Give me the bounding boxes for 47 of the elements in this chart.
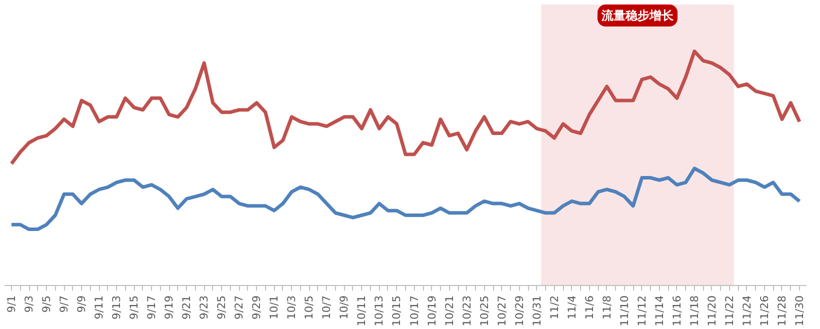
- x-tick-label: 11/10: [618, 295, 631, 326]
- x-tick-label: 10/3: [285, 295, 298, 320]
- x-tick-label: 10/19: [425, 295, 438, 326]
- x-tick-label: 11/20: [705, 295, 718, 326]
- x-tick-label: 11/28: [775, 295, 788, 326]
- x-tick-label: 10/27: [495, 295, 508, 326]
- band-label: 流量稳步增长: [600, 8, 675, 22]
- x-tick-label: 9/19: [162, 295, 176, 320]
- x-tick-label: 11/30: [792, 295, 806, 326]
- x-tick-label: 11/24: [740, 295, 754, 326]
- x-tick-label: 11/6: [582, 295, 596, 320]
- x-tick-label: 10/29: [512, 295, 526, 326]
- x-tick-label: 11/26: [758, 295, 771, 326]
- x-tick-label: 10/9: [338, 295, 351, 320]
- x-tick-label: 9/13: [110, 295, 124, 320]
- x-tick-label: 9/9: [75, 295, 88, 313]
- x-tick-label: 10/23: [460, 295, 474, 326]
- x-tick-label: 9/27: [232, 295, 246, 320]
- x-tick-label: 10/31: [530, 295, 544, 326]
- x-tick-label: 11/8: [600, 295, 614, 320]
- x-tick-label: 9/23: [198, 295, 211, 320]
- x-tick-label: 11/2: [548, 295, 561, 320]
- x-tick-label: 9/1: [5, 295, 18, 313]
- x-tick-label: 11/16: [670, 295, 684, 326]
- x-tick-label: 10/13: [372, 295, 386, 326]
- x-tick-label: 11/22: [722, 295, 736, 326]
- x-tick-label: 9/25: [215, 295, 228, 320]
- x-tick-label: 9/29: [250, 295, 264, 320]
- x-tick-label: 11/12: [635, 295, 648, 326]
- x-tick-label: 10/15: [390, 295, 404, 326]
- x-tick-label: 10/25: [478, 295, 491, 326]
- x-tick-label: 9/3: [22, 295, 36, 313]
- x-tick-label: 10/5: [302, 295, 316, 320]
- x-tick-label: 10/1: [268, 295, 281, 320]
- x-tick-label: 11/4: [565, 295, 578, 320]
- x-tick-label: 11/18: [688, 295, 701, 326]
- x-tick-label: 9/21: [180, 295, 194, 320]
- x-tick-label: 9/11: [92, 295, 106, 320]
- x-tick-label: 9/15: [128, 295, 141, 320]
- x-tick-label: 10/7: [320, 295, 334, 320]
- x-tick-label: 9/17: [145, 295, 158, 320]
- x-tick-label: 10/17: [408, 295, 421, 326]
- x-tick-label: 10/11: [355, 295, 368, 326]
- x-tick-label: 9/7: [58, 295, 71, 313]
- x-tick-label: 9/5: [40, 295, 54, 313]
- x-tick-label: 10/21: [442, 295, 456, 326]
- x-tick-label: 11/14: [652, 295, 666, 326]
